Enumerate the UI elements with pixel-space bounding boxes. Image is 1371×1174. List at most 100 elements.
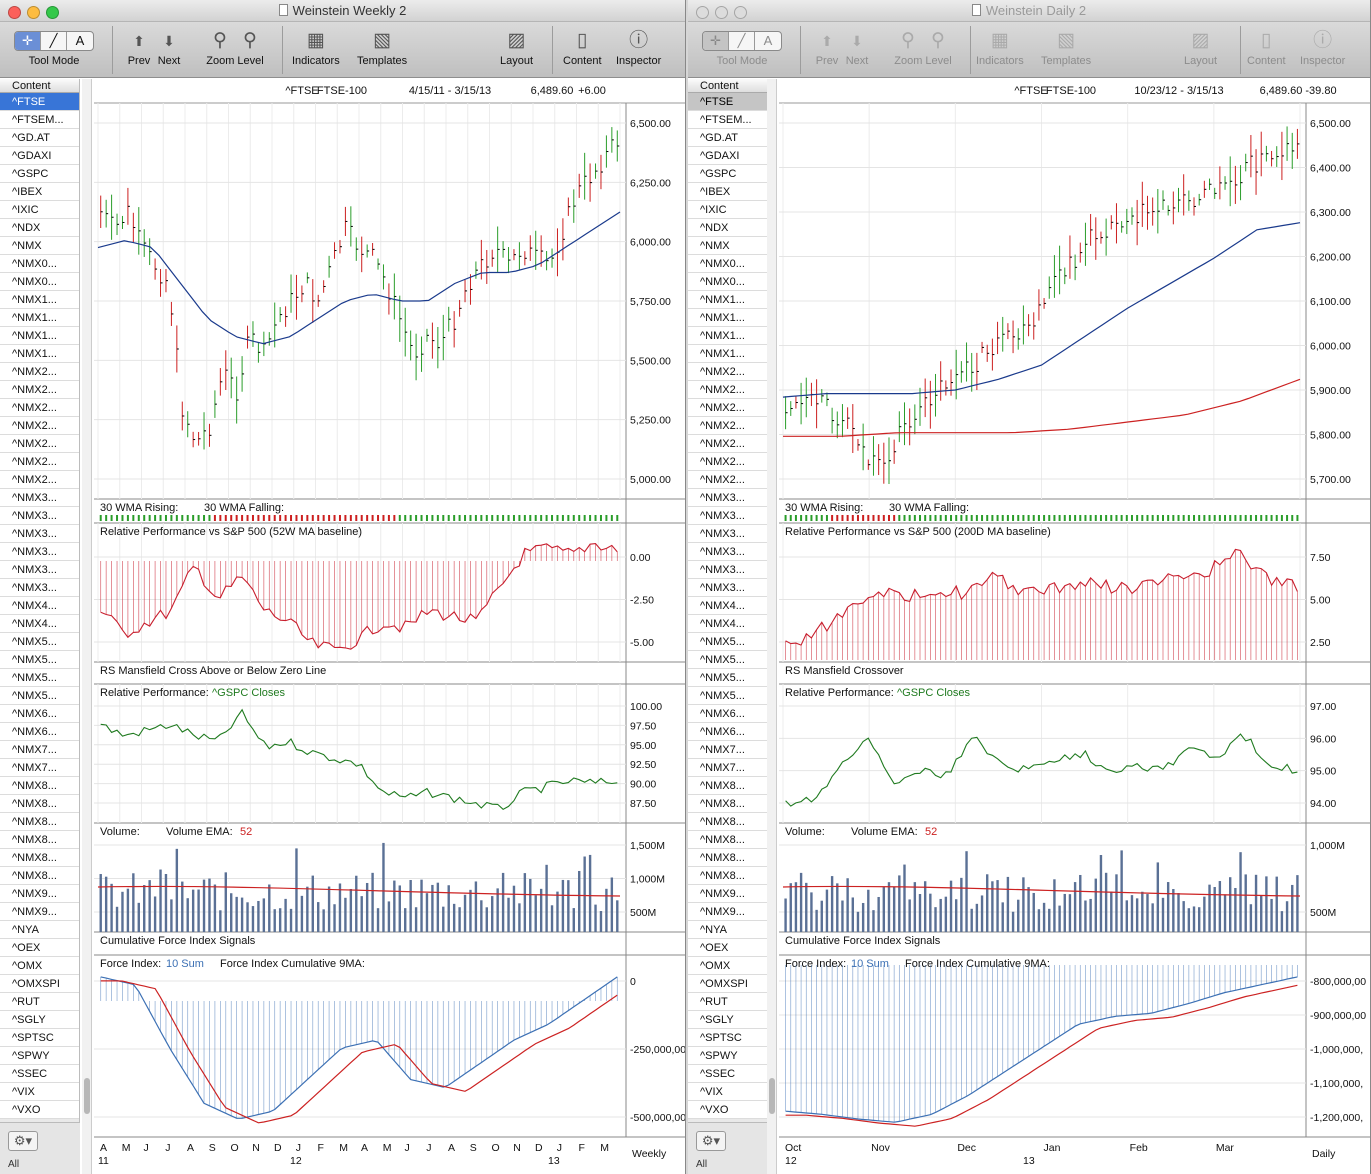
zoom-button[interactable] xyxy=(734,6,747,19)
daily-chart-window[interactable]: Weinstein Daily 2 ✛ ╱ A Tool Mode ⬆ ⬇ Prev Next ⚲… xyxy=(688,0,1371,1174)
symbol-list-item[interactable]: ^GDAXI xyxy=(688,147,767,165)
zoom-button[interactable] xyxy=(46,6,59,19)
symbol-list-item[interactable]: ^NMX0... xyxy=(688,273,767,291)
symbol-list-item[interactable]: ^NMX8... xyxy=(688,867,767,885)
prev-arrow-icon[interactable]: ⬆ xyxy=(821,33,833,49)
indicators-button[interactable]: ▦ Indicators xyxy=(976,27,1024,67)
symbol-list-item[interactable]: ^NMX0... xyxy=(0,273,79,291)
symbol-list-item[interactable]: ^NMX7... xyxy=(688,741,767,759)
symbol-list-item[interactable]: ^VXO xyxy=(0,1101,79,1119)
symbol-list-item[interactable]: ^NMX8... xyxy=(688,795,767,813)
symbol-list-item[interactable]: ^GSPC xyxy=(688,165,767,183)
layout-button[interactable]: ▨ Layout xyxy=(500,27,533,67)
symbol-list-item[interactable]: ^SPTSC xyxy=(0,1029,79,1047)
symbol-list-item[interactable]: ^SSEC xyxy=(0,1065,79,1083)
symbol-list-item[interactable]: ^NMX4... xyxy=(0,597,79,615)
symbol-list-item[interactable]: ^NMX3... xyxy=(0,561,79,579)
zoom-control[interactable]: ⚲ ⚲ Zoom Level xyxy=(205,27,265,67)
next-arrow-icon[interactable]: ⬇ xyxy=(851,33,863,49)
symbol-list-item[interactable]: ^SGLY xyxy=(0,1011,79,1029)
symbol-list-item[interactable]: ^NMX2... xyxy=(688,399,767,417)
symbol-list-item[interactable]: ^NMX1... xyxy=(0,291,79,309)
symbol-list-item[interactable]: ^VIX xyxy=(688,1083,767,1101)
symbol-list-item[interactable]: ^FTSEM... xyxy=(0,111,79,129)
symbol-list-item[interactable]: ^NMX6... xyxy=(688,705,767,723)
gear-icon[interactable]: ⚙▾ xyxy=(8,1131,38,1151)
symbol-list-item[interactable]: ^NMX2... xyxy=(688,435,767,453)
scrollbar-thumb[interactable] xyxy=(769,1078,775,1114)
symbol-list-item[interactable]: ^NMX1... xyxy=(688,345,767,363)
zoom-in-icon[interactable]: ⚲ xyxy=(243,30,257,51)
symbol-list-item[interactable]: ^NMX3... xyxy=(688,561,767,579)
symbol-list-item[interactable]: ^GD.AT xyxy=(688,129,767,147)
close-button[interactable] xyxy=(8,6,21,19)
symbol-list-item[interactable]: ^NMX5... xyxy=(0,651,79,669)
symbol-list-item[interactable]: ^NMX2... xyxy=(688,417,767,435)
weekly-chart-window[interactable]: Weinstein Weekly 2 ✛ ╱ A Tool Mode ⬆ ⬇ Prev Next… xyxy=(0,0,686,1174)
zoom-in-icon[interactable]: ⚲ xyxy=(931,30,945,51)
symbol-list-item[interactable]: ^NMX4... xyxy=(688,615,767,633)
symbol-list-item[interactable]: ^NMX5... xyxy=(0,669,79,687)
symbol-list-item[interactable]: ^NDX xyxy=(688,219,767,237)
symbol-list-item[interactable]: ^NMX9... xyxy=(688,903,767,921)
symbol-list-item[interactable]: ^FTSE xyxy=(688,93,767,111)
all-filter-label[interactable]: All xyxy=(696,1159,708,1170)
symbol-list-item[interactable]: ^OMXSPI xyxy=(0,975,79,993)
symbol-list-item[interactable]: ^NMX3... xyxy=(0,579,79,597)
symbol-list-item[interactable]: ^NMX2... xyxy=(688,381,767,399)
symbol-list-item[interactable]: ^NMX1... xyxy=(688,309,767,327)
symbol-list-item[interactable]: ^GD.AT xyxy=(0,129,79,147)
symbol-list-item[interactable]: ^NMX8... xyxy=(0,795,79,813)
symbol-list-item[interactable]: ^NYA xyxy=(0,921,79,939)
symbol-list-item[interactable]: ^VXO xyxy=(688,1101,767,1119)
all-filter-label[interactable]: All xyxy=(8,1159,20,1170)
symbol-list-item[interactable]: ^NMX0... xyxy=(688,255,767,273)
symbol-list-item[interactable]: ^NMX4... xyxy=(688,597,767,615)
symbol-list-item[interactable]: ^NMX5... xyxy=(688,669,767,687)
symbol-list-item[interactable]: ^NMX2... xyxy=(688,453,767,471)
symbol-list-item[interactable]: ^NMX5... xyxy=(0,687,79,705)
symbol-list-item[interactable]: ^NMX1... xyxy=(688,291,767,309)
symbol-list-item[interactable]: ^FTSE xyxy=(0,93,79,111)
tool-mode-control[interactable]: ✛ ╱ A Tool Mode xyxy=(14,27,94,67)
indicators-button[interactable]: ▦ Indicators xyxy=(292,27,340,67)
symbol-list-item[interactable]: ^NMX1... xyxy=(0,309,79,327)
symbol-list-item[interactable]: ^SPTSC xyxy=(688,1029,767,1047)
symbol-list-item[interactable]: ^NMX8... xyxy=(0,831,79,849)
content-button[interactable]: ▯ Content xyxy=(563,27,602,67)
symbol-list-item[interactable]: ^NMX9... xyxy=(0,885,79,903)
line-tool-icon[interactable]: ╱ xyxy=(41,32,67,50)
symbol-list-item[interactable]: ^NMX2... xyxy=(0,381,79,399)
symbol-list-item[interactable]: ^SPWY xyxy=(688,1047,767,1065)
symbol-list-item[interactable]: ^NMX3... xyxy=(0,543,79,561)
minimize-button[interactable] xyxy=(715,6,728,19)
symbol-list-item[interactable]: ^NMX5... xyxy=(688,687,767,705)
next-arrow-icon[interactable]: ⬇ xyxy=(163,33,175,49)
symbol-list-item[interactable]: ^NMX5... xyxy=(688,651,767,669)
zoom-out-icon[interactable]: ⚲ xyxy=(213,30,227,51)
symbol-list-item[interactable]: ^NDX xyxy=(0,219,79,237)
symbol-list-item[interactable]: ^NMX xyxy=(688,237,767,255)
line-tool-icon[interactable]: ╱ xyxy=(729,32,755,50)
symbol-list-item[interactable]: ^NMX2... xyxy=(0,417,79,435)
symbol-list-item[interactable]: ^NMX1... xyxy=(688,327,767,345)
inspector-button[interactable]: ⓘ Inspector xyxy=(616,27,661,67)
symbol-list-item[interactable]: ^NMX2... xyxy=(688,363,767,381)
symbol-list-item[interactable]: ^NMX3... xyxy=(688,579,767,597)
layout-button[interactable]: ▨ Layout xyxy=(1184,27,1217,67)
symbol-list-item[interactable]: ^NMX1... xyxy=(0,327,79,345)
tool-mode-control[interactable]: ✛ ╱ A Tool Mode xyxy=(702,27,782,67)
sidebar-scrollbar[interactable] xyxy=(82,79,92,1174)
symbol-list-item[interactable]: ^SGLY xyxy=(688,1011,767,1029)
symbol-list-item[interactable]: ^NMX9... xyxy=(688,885,767,903)
symbol-list-item[interactable]: ^NMX8... xyxy=(688,813,767,831)
symbol-list-item[interactable]: ^GDAXI xyxy=(0,147,79,165)
symbol-list-item[interactable]: ^NMX3... xyxy=(0,525,79,543)
symbol-list-item[interactable]: ^OMX xyxy=(688,957,767,975)
symbol-list-item[interactable]: ^SSEC xyxy=(688,1065,767,1083)
symbol-list-item[interactable]: ^NMX7... xyxy=(688,759,767,777)
symbol-list-item[interactable]: ^NMX2... xyxy=(0,435,79,453)
symbol-list-item[interactable]: ^NMX5... xyxy=(688,633,767,651)
symbol-list-item[interactable]: ^NMX2... xyxy=(0,363,79,381)
